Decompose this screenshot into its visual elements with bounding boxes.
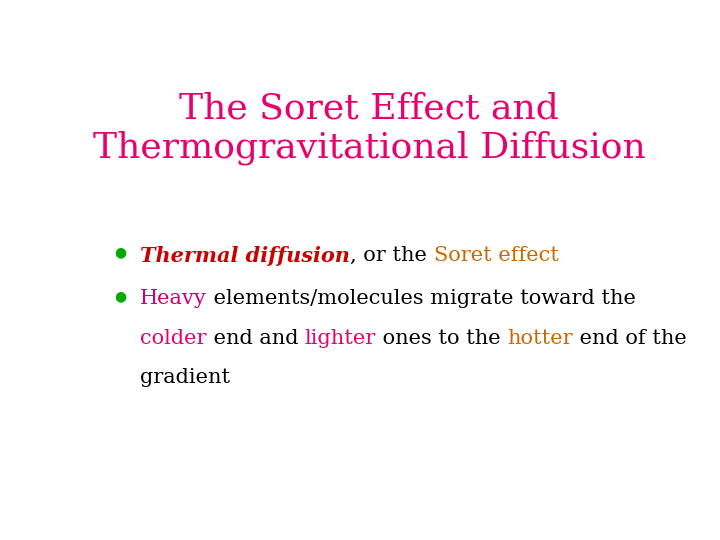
Text: Thermogravitational Diffusion: Thermogravitational Diffusion — [93, 131, 645, 165]
Text: ●: ● — [114, 246, 127, 260]
Text: ones to the: ones to the — [376, 329, 508, 348]
Text: end and: end and — [207, 329, 305, 348]
Text: Thermal diffusion: Thermal diffusion — [140, 246, 350, 266]
Text: end of the: end of the — [573, 329, 687, 348]
Text: Heavy: Heavy — [140, 289, 207, 308]
Text: , or the: , or the — [350, 246, 433, 265]
Text: The Soret Effect and: The Soret Effect and — [179, 91, 559, 125]
Text: hotter: hotter — [508, 329, 573, 348]
Text: gradient: gradient — [140, 368, 230, 387]
Text: colder: colder — [140, 329, 207, 348]
Text: lighter: lighter — [305, 329, 376, 348]
Text: ●: ● — [114, 289, 127, 303]
Text: elements/molecules migrate toward the: elements/molecules migrate toward the — [207, 289, 636, 308]
Text: Soret effect: Soret effect — [433, 246, 559, 265]
